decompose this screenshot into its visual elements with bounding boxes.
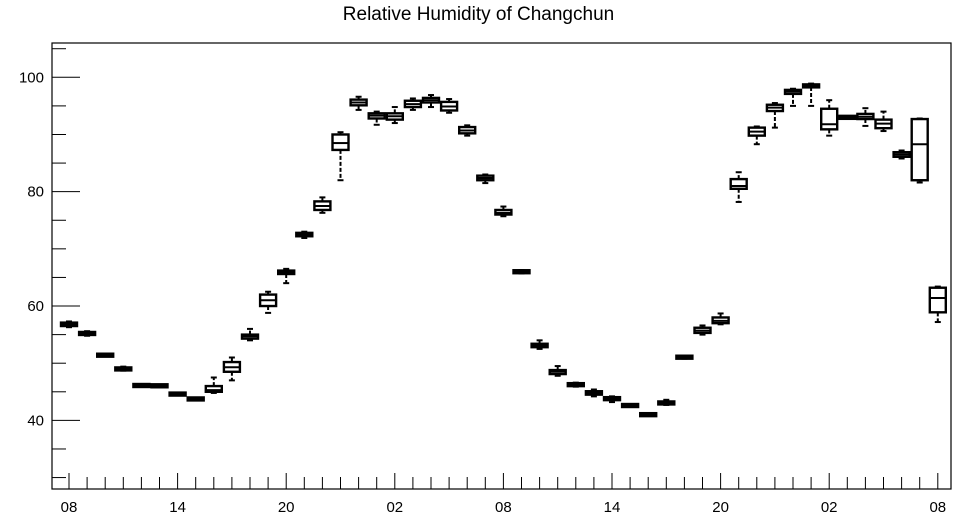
x-tick-label: 08 xyxy=(495,499,512,516)
box-series xyxy=(59,82,947,418)
box-5 xyxy=(150,383,169,389)
box-36 xyxy=(711,312,730,326)
x-tick-label: 08 xyxy=(61,499,78,516)
box-6 xyxy=(168,391,187,397)
box-38 xyxy=(747,125,766,146)
y-tick-label: 40 xyxy=(27,412,44,429)
box-24 xyxy=(494,205,513,218)
box-14 xyxy=(313,196,332,214)
box-48 xyxy=(928,285,947,324)
y-tick-label: 80 xyxy=(27,184,44,201)
box-11 xyxy=(258,290,278,314)
box-4 xyxy=(132,382,151,389)
x-tick-label: 14 xyxy=(604,499,621,516)
box-17 xyxy=(367,110,386,126)
box-3 xyxy=(114,365,133,372)
x-tick-label: 20 xyxy=(278,499,295,516)
box-45 xyxy=(874,110,893,133)
box-20 xyxy=(421,94,441,109)
box-2 xyxy=(95,352,115,358)
box-28 xyxy=(566,381,585,388)
x-tick-label: 08 xyxy=(929,499,946,516)
chart-title: Relative Humidity of Changchun xyxy=(342,4,615,25)
box-40 xyxy=(783,87,803,107)
y-tick-label: 60 xyxy=(27,298,44,315)
box-35 xyxy=(693,324,712,336)
box-23 xyxy=(476,173,495,185)
box-29 xyxy=(584,388,604,398)
iqr-box xyxy=(820,107,839,131)
iqr-box xyxy=(910,117,929,182)
box-42 xyxy=(820,99,839,137)
plot-frame xyxy=(51,42,952,490)
box-13 xyxy=(295,230,314,239)
box-47 xyxy=(910,117,929,184)
box-12 xyxy=(277,267,296,285)
iqr-box xyxy=(204,384,224,393)
box-34 xyxy=(675,354,694,360)
box-8 xyxy=(204,376,224,394)
box-15 xyxy=(331,131,350,182)
x-tick-label: 02 xyxy=(821,499,838,516)
box-26 xyxy=(530,339,549,350)
box-39 xyxy=(765,102,785,129)
y-axis: 40 60 80 100 xyxy=(19,48,80,479)
iqr-box xyxy=(729,177,748,191)
box-46 xyxy=(892,149,911,160)
box-25 xyxy=(512,269,531,275)
box-43 xyxy=(838,114,857,121)
y-tick-label: 100 xyxy=(19,69,44,86)
x-axis: 08 14 20 02 08 14 20 02 08 xyxy=(61,473,946,516)
x-tick-label: 20 xyxy=(712,499,729,516)
iqr-box xyxy=(928,286,947,314)
box-19 xyxy=(403,97,423,111)
box-22 xyxy=(458,124,477,137)
x-tick-label: 14 xyxy=(169,499,186,516)
box-7 xyxy=(186,396,205,402)
box-31 xyxy=(620,402,640,409)
box-1 xyxy=(77,330,97,337)
box-16 xyxy=(349,95,368,111)
box-37 xyxy=(729,171,748,203)
box-18 xyxy=(385,106,404,125)
box-44 xyxy=(856,107,875,127)
box-0 xyxy=(59,320,79,329)
box-41 xyxy=(801,82,821,107)
box-30 xyxy=(602,395,622,404)
box-21 xyxy=(439,98,459,114)
box-33 xyxy=(657,398,676,406)
box-32 xyxy=(639,411,658,418)
box-10 xyxy=(240,327,260,342)
box-27 xyxy=(548,365,567,377)
x-tick-label: 02 xyxy=(386,499,403,516)
box-9 xyxy=(222,356,242,382)
